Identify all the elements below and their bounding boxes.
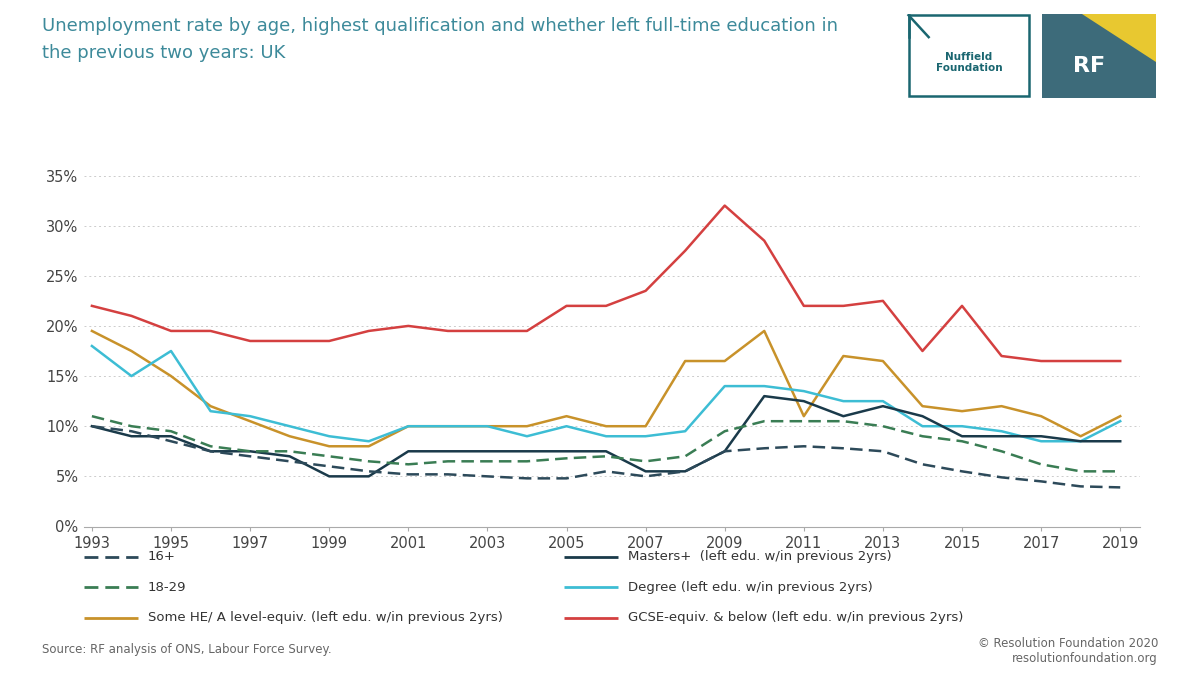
Text: Masters+  (left edu. w/in previous 2yrs): Masters+ (left edu. w/in previous 2yrs) [628, 550, 892, 564]
Text: 16+: 16+ [148, 550, 175, 564]
Text: © Resolution Foundation 2020
resolutionfoundation.org: © Resolution Foundation 2020 resolutionf… [978, 637, 1158, 665]
Text: Degree (left edu. w/in previous 2yrs): Degree (left edu. w/in previous 2yrs) [628, 580, 872, 594]
Text: Nuffield
Foundation: Nuffield Foundation [936, 52, 1002, 73]
Polygon shape [1081, 14, 1156, 63]
Text: Unemployment rate by age, highest qualification and whether left full-time educa: Unemployment rate by age, highest qualif… [42, 17, 838, 35]
Text: Some HE/ A level-equiv. (left edu. w/in previous 2yrs): Some HE/ A level-equiv. (left edu. w/in … [148, 611, 503, 624]
Text: RF: RF [1074, 56, 1105, 76]
Text: the previous two years: UK: the previous two years: UK [42, 44, 286, 62]
Text: 18-29: 18-29 [148, 580, 186, 594]
Text: Source: RF analysis of ONS, Labour Force Survey.: Source: RF analysis of ONS, Labour Force… [42, 643, 331, 656]
Text: GCSE-equiv. & below (left edu. w/in previous 2yrs): GCSE-equiv. & below (left edu. w/in prev… [628, 611, 962, 624]
